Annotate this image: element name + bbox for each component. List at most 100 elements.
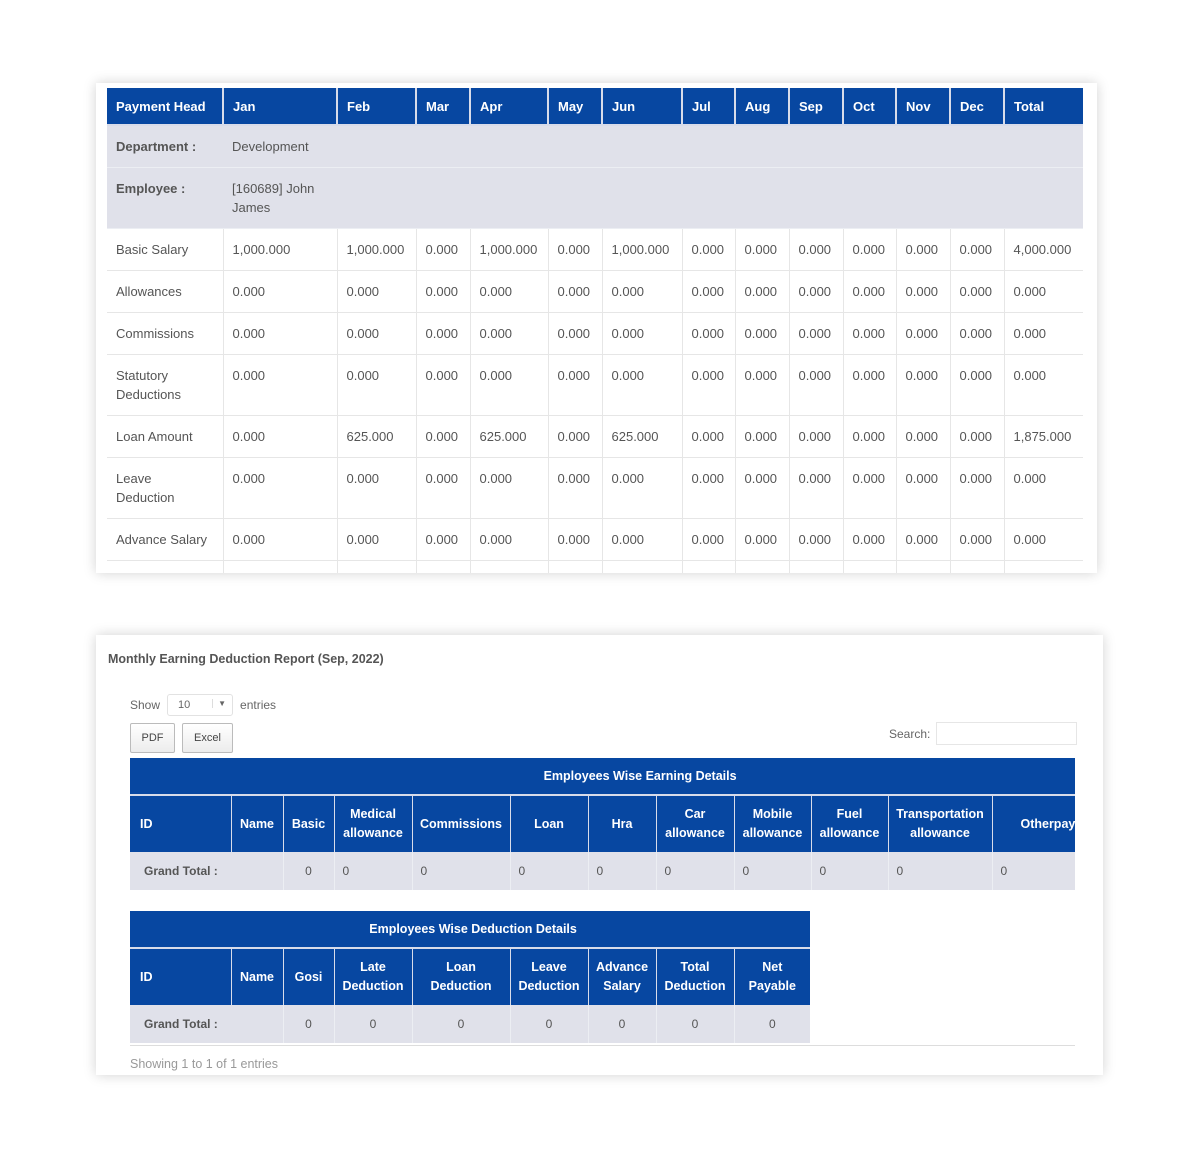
department-row-value: Development xyxy=(223,125,1083,168)
column-header: Gosi xyxy=(282,947,334,1005)
column-header: May xyxy=(547,88,602,126)
month-value: 0.000 xyxy=(601,518,682,561)
month-value: 0.000 xyxy=(469,518,548,561)
month-value: 0.000 xyxy=(336,354,416,416)
month-value: 0.000 xyxy=(734,270,789,313)
column-header: Otherpayments xyxy=(991,794,1075,852)
month-value: 0.000 xyxy=(949,560,1004,573)
grand-total-value: 0 xyxy=(509,1005,588,1043)
search-input[interactable] xyxy=(936,722,1078,745)
month-value: 0.000 xyxy=(734,415,789,458)
month-value: 0.000 xyxy=(842,415,896,458)
grand-total-value: 0 xyxy=(810,852,888,890)
grand-total-value: 0 xyxy=(655,1005,734,1043)
column-header: Advance Salary xyxy=(587,947,656,1005)
month-value: 0.000 xyxy=(734,228,789,271)
month-value: 0.000 xyxy=(222,354,337,416)
month-value: 0.000 xyxy=(222,457,337,519)
grand-total-value: 0 xyxy=(587,852,656,890)
earning-title-row: Employees Wise Earning Details xyxy=(130,758,1075,795)
entries-select[interactable]: 10 ▼ xyxy=(167,694,234,716)
month-value: 0.000 xyxy=(681,270,735,313)
table-info: Showing 1 to 1 of 1 entries xyxy=(130,1057,279,1071)
entries-value: 10 xyxy=(178,699,191,711)
month-value: 0.000 xyxy=(949,312,1004,355)
payroll-header-row: Payment Head Jan Feb Mar Apr May Jun Jul Aug Sep O… xyxy=(107,88,1083,126)
month-value: 0.000 xyxy=(681,457,735,519)
month-value: 0.000 xyxy=(681,354,735,416)
report-title: Monthly Earning Deduction Report (Sep, 2… xyxy=(108,652,384,666)
month-value: 0.000 xyxy=(1003,354,1083,416)
month-value: 0.000 xyxy=(415,312,470,355)
grand-total-value: 0 xyxy=(411,852,510,890)
month-value: 0.000 xyxy=(734,312,789,355)
month-value: 0.000 xyxy=(222,560,337,573)
month-value: 0.000 xyxy=(469,354,548,416)
month-value: 0.000 xyxy=(681,312,735,355)
excel-button[interactable]: Excel xyxy=(182,723,233,753)
payment-head: Loan Amount xyxy=(107,415,223,458)
pdf-button[interactable]: PDF xyxy=(130,723,175,753)
month-value: 0.000 xyxy=(415,560,470,573)
month-value: 0.000 xyxy=(842,560,896,573)
column-header: Total Deduction xyxy=(655,947,734,1005)
month-value: 0.000 xyxy=(336,457,416,519)
column-header: Late Deduction xyxy=(333,947,412,1005)
column-header: Jun xyxy=(601,88,682,126)
month-value: 0.000 xyxy=(547,270,602,313)
month-value: 0.000 xyxy=(788,518,843,561)
month-value: 0.000 xyxy=(415,228,470,271)
month-value: 0.000 xyxy=(222,518,337,561)
grand-total-value: 0 xyxy=(733,1005,810,1043)
month-value: 0.000 xyxy=(601,457,682,519)
grand-total-value: 0 xyxy=(282,852,334,890)
month-value: 0.000 xyxy=(949,518,1004,561)
month-value: 0.000 xyxy=(895,518,950,561)
payroll-table: Payment Head Jan Feb Mar Apr May Jun Jul Aug Sep O… xyxy=(107,88,1083,573)
month-value: 0.000 xyxy=(788,312,843,355)
deduction-header-row: ID Name Gosi Late Deduction Loan Deduction Le… xyxy=(130,947,810,1005)
employee-row: Employee : [160689] John James xyxy=(107,167,1083,229)
month-value: 0.000 xyxy=(336,560,416,573)
grand-total-value: 0 xyxy=(509,852,588,890)
deduction-table: Employees Wise Deduction Details ID Name Go… xyxy=(130,911,810,1043)
month-value: 0.000 xyxy=(734,457,789,519)
column-header: Commissions xyxy=(411,794,510,852)
month-value: 0.000 xyxy=(222,270,337,313)
month-value: 0.000 xyxy=(469,312,548,355)
payment-head: Statutory Deductions xyxy=(107,354,223,416)
grand-total-value: 0 xyxy=(282,1005,334,1043)
table-row: Statutory Deductions 0.000 0.000 0.000 0.000… xyxy=(107,354,1083,416)
month-value: 1,000.000 xyxy=(601,228,682,271)
grand-total-value: 0 xyxy=(733,852,811,890)
employee-row-fill xyxy=(337,167,1083,229)
table-row: Commissions 0.000 0.000 0.000 0.000 0.000 0.00… xyxy=(107,312,1083,355)
column-header: Name xyxy=(230,794,283,852)
department-row: Department : Development xyxy=(107,125,1083,168)
table-row: Other Payments0.0000.0000.0000.0000.0000… xyxy=(107,560,1083,573)
column-header: Fuel allowance xyxy=(810,794,888,852)
column-header: ID xyxy=(130,947,231,1005)
column-header: Leave Deduction xyxy=(509,947,588,1005)
month-value: 0.000 xyxy=(788,560,843,573)
month-value: 0.000 xyxy=(895,354,950,416)
column-header: Basic xyxy=(282,794,334,852)
month-value: 0.000 xyxy=(1003,560,1083,573)
column-header: Dec xyxy=(949,88,1004,126)
month-value: 0.000 xyxy=(734,354,789,416)
column-header: Car allowance xyxy=(655,794,734,852)
payment-head: Other Payments xyxy=(107,560,223,573)
month-value: 1,000.000 xyxy=(336,228,416,271)
month-value: 0.000 xyxy=(469,457,548,519)
column-header: Oct xyxy=(842,88,896,126)
month-value: 0.000 xyxy=(895,270,950,313)
month-value: 0.000 xyxy=(788,457,843,519)
month-value: 0.000 xyxy=(469,270,548,313)
payment-head: Advance Salary xyxy=(107,518,223,561)
month-value: 4,000.000 xyxy=(1003,228,1083,271)
deduction-title-row: Employees Wise Deduction Details xyxy=(130,911,810,948)
month-value: 0.000 xyxy=(949,457,1004,519)
month-value: 0.000 xyxy=(1003,518,1083,561)
month-value: 0.000 xyxy=(842,312,896,355)
month-value: 0.000 xyxy=(734,518,789,561)
